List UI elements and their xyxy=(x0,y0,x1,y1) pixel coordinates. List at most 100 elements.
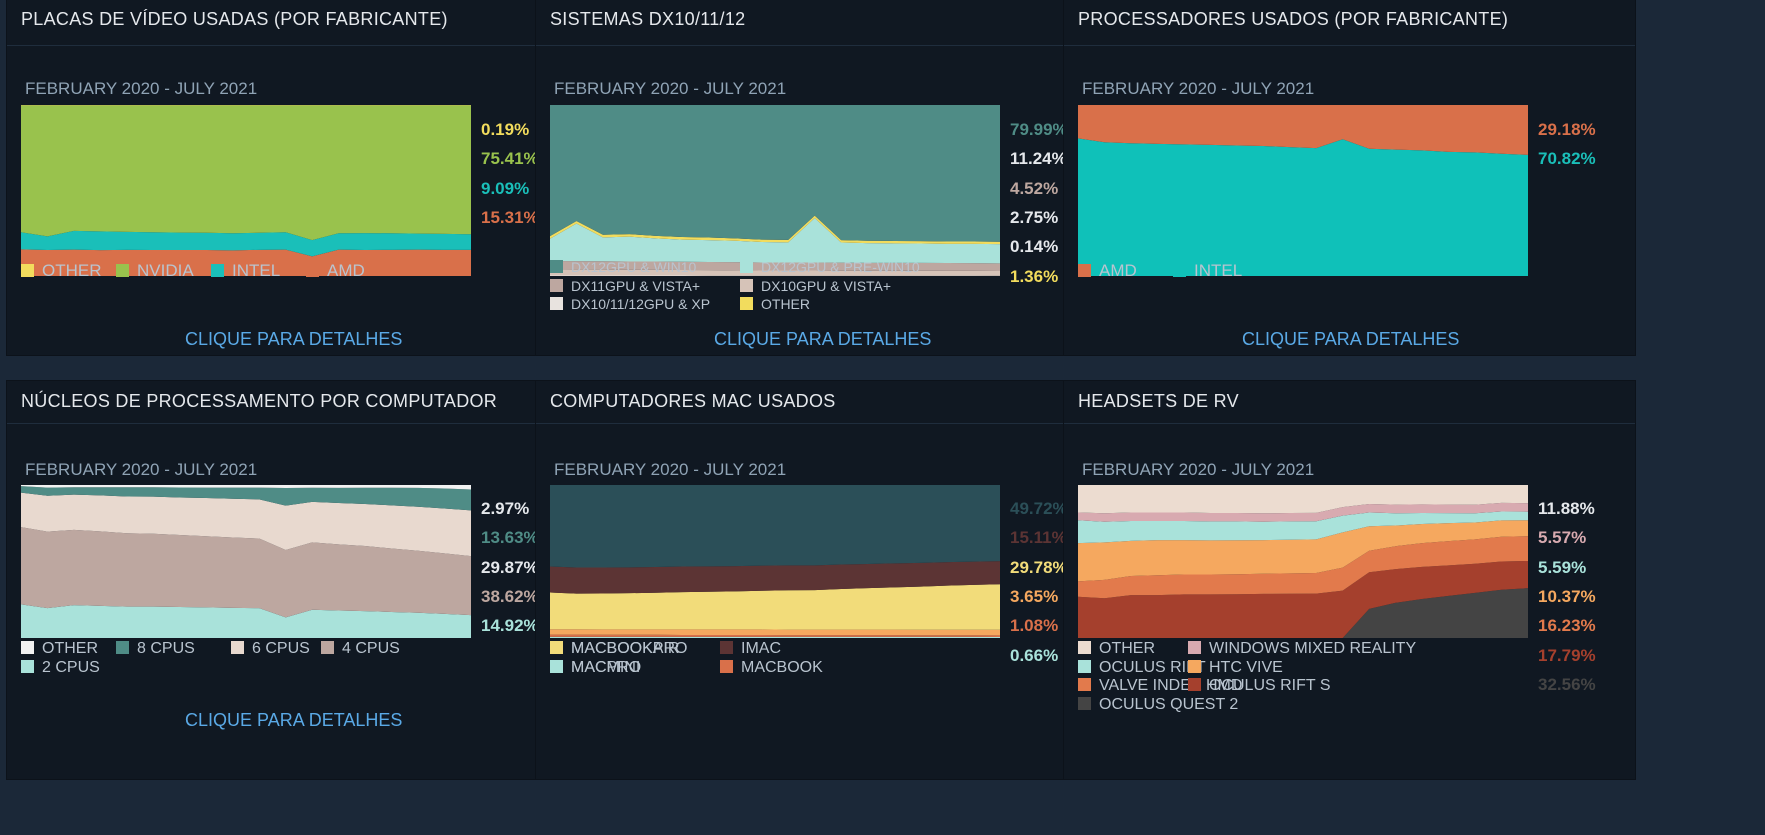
series-area-6-cpus[interactable] xyxy=(21,492,471,557)
panel-gpu-vendors: PLACAS DE VÍDEO USADAS (POR FABRICANTE) … xyxy=(6,0,579,356)
series-area-2-cpus[interactable] xyxy=(21,604,471,638)
panel-cpu-vendors: PROCESSADORES USADOS (POR FABRICANTE) FE… xyxy=(1063,0,1636,356)
panel-title: SISTEMAS DX10/11/12 xyxy=(550,9,746,29)
legend-label: OCULUS RIFT S xyxy=(1209,677,1331,694)
percent-label: 10.37% xyxy=(1538,586,1596,606)
series-area-amd[interactable] xyxy=(21,249,471,276)
percent-label: 5.59% xyxy=(1538,557,1587,577)
legend-item[interactable]: IMAC xyxy=(720,640,781,658)
series-area-macmini[interactable] xyxy=(550,629,1000,636)
legend-item[interactable]: OTHER xyxy=(21,640,98,658)
series-area-amd[interactable] xyxy=(1078,105,1528,155)
legend-item[interactable]: INTEL xyxy=(211,261,280,281)
panel-title: PROCESSADORES USADOS (POR FABRICANTE) xyxy=(1078,9,1509,29)
panel-period: FEBRUARY 2020 - JULY 2021 xyxy=(1082,79,1315,98)
legend-item[interactable]: 4 CPUS xyxy=(321,640,400,658)
legend-item[interactable]: 6 CPUS xyxy=(231,640,310,658)
legend-label: OTHER xyxy=(42,261,102,280)
series-area-4-cpus[interactable] xyxy=(21,527,471,618)
series-area-dx12gpu-pre-win10[interactable] xyxy=(550,218,1000,264)
percent-label: 4.52% xyxy=(1010,178,1059,198)
legend-label: IMAC xyxy=(741,640,781,657)
series-area-macbookpro[interactable] xyxy=(550,485,1000,568)
details-link[interactable]: CLIQUE PARA DETALHES xyxy=(185,329,403,349)
legend-item[interactable]: MACPRO xyxy=(550,659,641,677)
series-area-oculus-rift-s[interactable] xyxy=(1078,560,1528,638)
panel-period: FEBRUARY 2020 - JULY 2021 xyxy=(554,460,787,479)
legend-label: 6 CPUS xyxy=(252,640,310,657)
series-area-nvidia[interactable] xyxy=(21,105,471,241)
legend-label: DX12GPU & WIN10 xyxy=(571,259,697,275)
legend-item[interactable]: WINDOWS MIXED REALITY xyxy=(1188,640,1416,658)
series-area-macbook[interactable] xyxy=(550,634,1000,637)
legend-label: 4 CPUS xyxy=(342,640,400,657)
legend-item[interactable]: OTHER xyxy=(1078,640,1155,658)
legend-item[interactable]: OTHER xyxy=(740,296,810,312)
series-area-other[interactable] xyxy=(21,485,471,490)
percent-label: 29.87% xyxy=(481,557,539,577)
legend-swatch xyxy=(321,641,334,654)
series-area-oculus-rift[interactable] xyxy=(1078,511,1528,544)
legend-item[interactable]: OTHER xyxy=(21,261,102,281)
panel-period: FEBRUARY 2020 - JULY 2021 xyxy=(25,79,258,98)
series-area-dx12gpu-win10[interactable] xyxy=(550,105,1000,242)
details-link[interactable]: CLIQUE PARA DETALHES xyxy=(1242,329,1460,349)
legend-swatch xyxy=(1078,696,1091,710)
legend-item[interactable]: DX11GPU & VISTA+ xyxy=(550,278,700,294)
percent-label: 32.56% xyxy=(1538,674,1596,694)
percent-label: 5.57% xyxy=(1538,528,1587,548)
series-area-windows-mixed-reality[interactable] xyxy=(1078,502,1528,522)
details-link[interactable]: CLIQUE PARA DETALHES xyxy=(714,329,932,349)
series-area-macbookair[interactable] xyxy=(550,584,1000,630)
legend-item[interactable]: DX12GPU & PRE-WIN10 xyxy=(740,259,920,275)
series-area-intel[interactable] xyxy=(21,230,471,257)
series-area-macpro[interactable] xyxy=(550,636,1000,638)
series-area-other[interactable] xyxy=(1078,485,1528,514)
percent-label: 11.24% xyxy=(1010,149,1067,169)
legend-swatch xyxy=(550,641,563,654)
legend-item[interactable]: DX10/11/12GPU & XP xyxy=(550,296,710,312)
legend-swatch xyxy=(740,260,753,273)
legend-item[interactable]: MACBOOK xyxy=(720,659,823,677)
legend-label: DX10/11/12GPU & XP xyxy=(571,296,711,312)
legend-item[interactable]: HTC VIVE xyxy=(1188,659,1283,677)
series-area-valve-index-hmd[interactable] xyxy=(1078,536,1528,599)
percent-label: 1.08% xyxy=(1010,616,1059,636)
series-area-dx11gpu-vista-[interactable] xyxy=(550,260,1000,272)
legend-item[interactable]: AMD xyxy=(306,261,365,281)
details-link[interactable]: CLIQUE PARA DETALHES xyxy=(185,710,403,730)
legend-label: AMD xyxy=(1099,261,1137,280)
legend-item[interactable]: NVIDIA xyxy=(116,261,194,281)
series-area-dx10-11-12gpu-xp[interactable] xyxy=(550,275,1000,276)
panel-period: FEBRUARY 2020 - JULY 2021 xyxy=(1082,460,1315,479)
series-area-other[interactable] xyxy=(550,215,1000,245)
series-area-oculus-quest-2[interactable] xyxy=(1078,588,1528,638)
legend-item[interactable]: OCULUS RIFT xyxy=(1078,659,1206,677)
legend-item[interactable]: INTEL xyxy=(1173,261,1242,281)
legend-item[interactable]: 2 CPUS xyxy=(21,659,100,677)
panel-dx-systems: SISTEMAS DX10/11/12 FEBRUARY 2020 - JULY… xyxy=(535,0,1108,356)
legend-item[interactable]: DX12GPU & WIN10 xyxy=(550,259,696,275)
panel-title: NÚCLEOS DE PROCESSAMENTO POR COMPUTADOR xyxy=(21,391,498,411)
legend-swatch xyxy=(1078,641,1091,654)
legend-item[interactable]: OCULUS QUEST 2 xyxy=(1078,696,1238,714)
percent-label: 0.14% xyxy=(1010,237,1059,257)
legend-item[interactable]: MACBOOKAIR xyxy=(550,640,679,658)
panel-period: FEBRUARY 2020 - JULY 2021 xyxy=(25,460,258,479)
legend-item[interactable]: OCULUS RIFT S xyxy=(1188,677,1331,695)
percent-label: 17.79% xyxy=(1538,645,1596,665)
percent-label: 9.09% xyxy=(481,178,530,198)
legend-item[interactable]: 8 CPUS xyxy=(116,640,195,658)
percent-label: 0.19% xyxy=(481,120,530,139)
legend-item[interactable]: AMD xyxy=(1078,261,1137,281)
series-area-htc-vive[interactable] xyxy=(1078,520,1528,582)
percent-label: 1.36% xyxy=(1010,266,1059,286)
percent-label: 75.41% xyxy=(481,149,539,169)
legend-item[interactable]: VALVE INDEX HMD xyxy=(1078,677,1242,695)
legend-item[interactable]: DX10GPU & VISTA+ xyxy=(740,278,891,294)
series-area-dx10gpu-vista-[interactable] xyxy=(550,269,1000,276)
series-area-8-cpus[interactable] xyxy=(21,486,471,511)
series-area-intel[interactable] xyxy=(1078,138,1528,276)
series-area-imac[interactable] xyxy=(550,561,1000,594)
percent-label: 15.11% xyxy=(1010,528,1067,548)
